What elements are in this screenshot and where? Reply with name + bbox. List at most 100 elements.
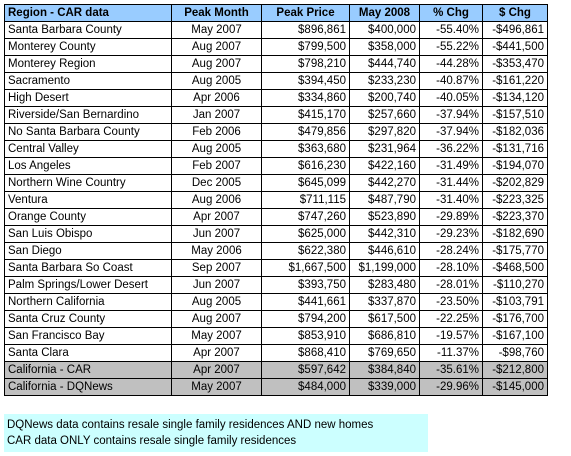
cell-region: San Francisco Bay <box>4 327 172 345</box>
cell-peak-price: $625,000 <box>261 225 350 243</box>
cell-may-2008: $487,790 <box>349 191 420 209</box>
cell-peak-month: Aug 2005 <box>171 293 262 311</box>
cell-peak-price: $363,680 <box>261 140 350 158</box>
table-row: High Desert Apr 2006 $334,860 $200,740 -40.0… <box>4 89 548 107</box>
cell-peak-month: Feb 2007 <box>171 157 262 175</box>
cell-region: Riverside/San Bernardino <box>4 106 172 124</box>
table-row: San Diego May 2006 $622,380 $446,610 -28.24%… <box>4 242 548 260</box>
cell-may-2008: $297,820 <box>349 123 420 141</box>
cell-pct-chg: -36.22% <box>419 140 483 158</box>
cell-peak-price: $868,410 <box>261 344 350 362</box>
table-row: San Francisco Bay May 2007 $853,910 $686,81… <box>4 327 548 345</box>
cell-peak-month: May 2007 <box>171 21 262 39</box>
table-row: Santa Cruz County Aug 2007 $794,200 $617,50… <box>4 310 548 328</box>
table-row: Monterey County Aug 2007 $799,500 $358,000-… <box>4 38 548 56</box>
cell-region: California - DQNews <box>4 378 172 396</box>
cell-peak-month: Aug 2005 <box>171 140 262 158</box>
cell-peak-price: $645,099 <box>261 174 350 192</box>
cell-may-2008: $400,000 <box>349 21 420 39</box>
cell-may-2008: $422,160 <box>349 157 420 175</box>
cell-peak-price: $711,115 <box>261 191 350 209</box>
cell-dollar-chg: -$134,120 <box>482 89 548 107</box>
cell-peak-month: Aug 2007 <box>171 55 262 73</box>
cell-may-2008: $1,199,000 <box>349 259 420 277</box>
cell-dollar-chg: -$110,270 <box>482 276 548 294</box>
cell-pct-chg: -11.37% <box>419 344 483 362</box>
cell-region: Ventura <box>4 191 172 209</box>
cell-region: San Diego <box>4 242 172 260</box>
note-dqnews: DQNews data contains resale single famil… <box>7 419 374 431</box>
cell-peak-month: Jan 2007 <box>171 106 262 124</box>
cell-peak-price: $616,230 <box>261 157 350 175</box>
header-pct-chg: % Chg <box>419 4 483 22</box>
cell-pct-chg: -40.05% <box>419 89 483 107</box>
cell-may-2008: $442,310 <box>349 225 420 243</box>
cell-may-2008: $233,230 <box>349 72 420 90</box>
cell-pct-chg: -37.94% <box>419 106 483 124</box>
cell-region: Monterey Region <box>4 55 172 73</box>
cell-region: Los Angeles <box>4 157 172 175</box>
table-row: No Santa Barbara County Feb 2006 $479,856 $… <box>4 123 548 141</box>
cell-region: No Santa Barbara County <box>4 123 172 141</box>
cell-region: Santa Clara <box>4 344 172 362</box>
cell-peak-month: Apr 2006 <box>171 89 262 107</box>
cell-pct-chg: -22.25% <box>419 310 483 328</box>
cell-dollar-chg: -$194,070 <box>482 157 548 175</box>
cell-peak-price: $747,260 <box>261 208 350 226</box>
cell-pct-chg: -29.96% <box>419 378 483 396</box>
cell-region: Orange County <box>4 208 172 226</box>
cell-may-2008: $769,650 <box>349 344 420 362</box>
cell-may-2008: $358,000 <box>349 38 420 56</box>
table-row: Santa Barbara County May 2007 $896,861 $400… <box>4 21 548 39</box>
cell-dollar-chg: -$182,690 <box>482 225 548 243</box>
cell-may-2008: $339,000 <box>349 378 420 396</box>
cell-dollar-chg: -$223,325 <box>482 191 548 209</box>
cell-dollar-chg: -$202,829 <box>482 174 548 192</box>
cell-peak-month: Aug 2005 <box>171 72 262 90</box>
table-row: Central Valley Aug 2005 $363,680 $231,964 -3… <box>4 140 548 158</box>
table-row: Ventura Aug 2006 $711,115 $487,790 -31.40% -$… <box>4 191 548 209</box>
cell-region: Santa Barbara So Coast <box>4 259 172 277</box>
table-row: Santa Clara Apr 2007 $868,410 $769,650 -11.3… <box>4 344 548 362</box>
cell-region: Monterey County <box>4 38 172 56</box>
cell-pct-chg: -19.57% <box>419 327 483 345</box>
cell-peak-price: $896,861 <box>261 21 350 39</box>
cell-pct-chg: -40.87% <box>419 72 483 90</box>
cell-peak-price: $479,856 <box>261 123 350 141</box>
cell-dollar-chg: -$353,470 <box>482 55 548 73</box>
header-may-2008: May 2008 <box>349 4 420 22</box>
summary-row: California - DQNews May 2007 $484,000 $339,… <box>4 378 548 396</box>
table-body: Santa Barbara County May 2007 $896,861 $400… <box>4 21 548 396</box>
cell-peak-month: Dec 2005 <box>171 174 262 192</box>
cell-peak-price: $597,642 <box>261 361 350 379</box>
cell-dollar-chg: -$223,370 <box>482 208 548 226</box>
cell-may-2008: $384,840 <box>349 361 420 379</box>
table-row: Santa Barbara So Coast Sep 2007 $1,667,500… <box>4 259 548 277</box>
cell-peak-price: $1,667,500 <box>261 259 350 277</box>
table-row: Riverside/San Bernardino Jan 2007 $415,170… <box>4 106 548 124</box>
table-row: Los Angeles Feb 2007 $616,230 $422,160 -31.4… <box>4 157 548 175</box>
cell-pct-chg: -31.44% <box>419 174 483 192</box>
header-peak-price: Peak Price <box>261 4 350 22</box>
cell-dollar-chg: -$496,861 <box>482 21 548 39</box>
cell-peak-month: Apr 2007 <box>171 208 262 226</box>
cell-may-2008: $231,964 <box>349 140 420 158</box>
cell-dollar-chg: -$103,791 <box>482 293 548 311</box>
cell-dollar-chg: -$167,100 <box>482 327 548 345</box>
cell-may-2008: $442,270 <box>349 174 420 192</box>
cell-may-2008: $444,740 <box>349 55 420 73</box>
cell-peak-month: Aug 2006 <box>171 191 262 209</box>
cell-peak-price: $393,750 <box>261 276 350 294</box>
cell-peak-month: Feb 2006 <box>171 123 262 141</box>
cell-peak-price: $853,910 <box>261 327 350 345</box>
cell-region: Santa Cruz County <box>4 310 172 328</box>
cell-dollar-chg: -$468,500 <box>482 259 548 277</box>
cell-may-2008: $200,740 <box>349 89 420 107</box>
cell-dollar-chg: -$161,220 <box>482 72 548 90</box>
cell-peak-month: Aug 2007 <box>171 310 262 328</box>
cell-pct-chg: -37.94% <box>419 123 483 141</box>
cell-peak-price: $799,500 <box>261 38 350 56</box>
table-row: Sacramento Aug 2005 $394,450 $233,230 -40.87… <box>4 72 548 90</box>
cell-dollar-chg: -$182,036 <box>482 123 548 141</box>
notes-box: DQNews data contains resale single famil… <box>4 414 428 452</box>
